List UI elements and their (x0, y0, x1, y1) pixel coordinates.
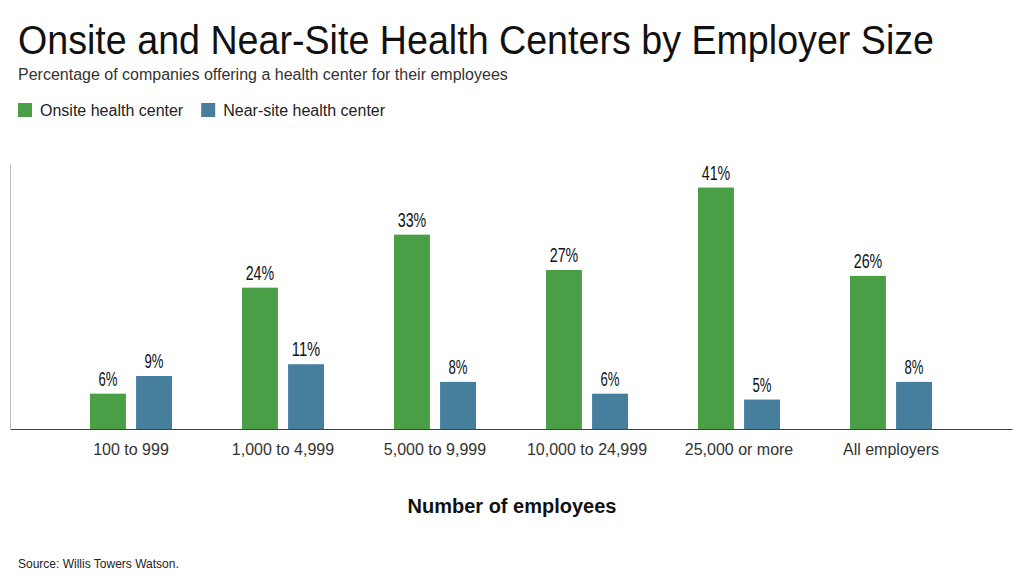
data-label: 8% (449, 356, 468, 378)
bar (744, 400, 780, 429)
bar (440, 382, 476, 429)
source: Source: Willis Towers Watson. (18, 557, 179, 571)
x-tick-label: All employers (843, 441, 939, 458)
data-label: 27% (550, 244, 579, 266)
bar (546, 270, 582, 429)
title: Onsite and Near-Site Health Centers by E… (18, 18, 934, 62)
data-labels: 6% 24% 33% 27% 41% 26% 9% 11% 8% 6% 5% 8% (98, 162, 923, 396)
legend-swatch (201, 103, 215, 117)
data-label: 6% (601, 368, 620, 390)
legend-label: Near-site health center (223, 102, 386, 119)
x-tick: 100 to 999 (93, 441, 169, 458)
bar (698, 188, 734, 429)
y-axis-line (10, 165, 11, 430)
x-tick-label: 5,000 to 9,999 (384, 441, 486, 458)
bar (896, 382, 932, 429)
chart: Onsite and Near-Site Health Centers by E… (0, 0, 1024, 582)
legend-item: Near-site health center (201, 102, 386, 119)
data-label: 33% (398, 209, 427, 231)
data-label: 5% (753, 374, 772, 396)
x-tick-label: 100 to 999 (93, 441, 169, 458)
subtitle: Percentage of companies offering a healt… (18, 66, 508, 83)
x-tick: All employers (843, 441, 939, 458)
x-axis-line (11, 429, 1013, 430)
x-tick-label: 1,000 to 4,999 (232, 441, 334, 458)
legend-swatch (18, 103, 32, 117)
legend: Onsite health center Near-site health cen… (18, 102, 386, 119)
x-axis: 100 to 999 1,000 to 4,999 5,000 to 9,999 10… (11, 430, 1013, 459)
legend-label: Onsite health center (40, 102, 184, 119)
bar (90, 394, 126, 429)
bar (136, 376, 172, 429)
x-tick: 10,000 to 24,999 (527, 441, 647, 458)
bar (394, 235, 430, 429)
bar (288, 364, 324, 429)
data-label: 41% (702, 162, 731, 184)
bar (242, 288, 278, 429)
x-tick: 25,000 or more (685, 441, 794, 458)
x-tick-label: 25,000 or more (685, 441, 794, 458)
bars (90, 188, 932, 429)
data-label: 6% (98, 368, 117, 390)
x-tick-label: 10,000 to 24,999 (527, 441, 647, 458)
data-label: 9% (145, 350, 164, 372)
data-label: 26% (854, 250, 883, 272)
data-label: 8% (905, 356, 924, 378)
bar (592, 394, 628, 429)
x-tick: 1,000 to 4,999 (232, 441, 334, 458)
bar (850, 276, 886, 429)
y-axis (10, 165, 11, 430)
x-tick: 5,000 to 9,999 (384, 441, 486, 458)
data-label: 24% (246, 262, 275, 284)
x-axis-title: Number of employees (408, 495, 617, 517)
legend-item: Onsite health center (18, 102, 184, 119)
data-label: 11% (292, 338, 321, 360)
